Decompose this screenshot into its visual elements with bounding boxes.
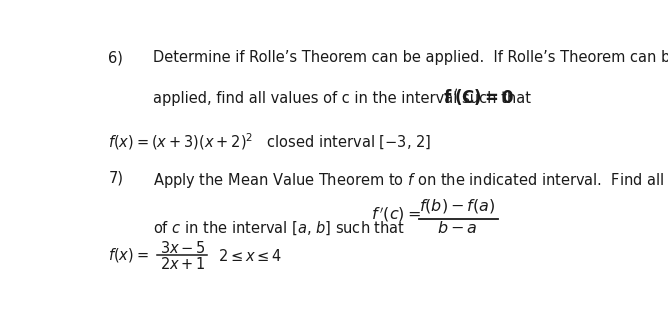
Text: $f\,'(c) =$: $f\,'(c) =$	[371, 204, 421, 224]
Text: $f(b) - f(a)$: $f(b) - f(a)$	[419, 197, 496, 215]
Text: applied, find all values of c in the interval such that: applied, find all values of c in the int…	[154, 91, 531, 106]
Text: $f(x) =$: $f(x) =$	[108, 246, 149, 264]
Text: Apply the Mean Value Theorem to $f$ on the indicated interval.  Find all values: Apply the Mean Value Theorem to $f$ on t…	[154, 171, 668, 190]
Text: $3x-5$: $3x-5$	[160, 240, 206, 256]
Text: of $c$ in the interval [$a$, $b$] such that: of $c$ in the interval [$a$, $b$] such t…	[154, 219, 405, 237]
Text: $b - a$: $b - a$	[437, 221, 478, 236]
Text: $2 \leq x \leq 4$: $2 \leq x \leq 4$	[218, 248, 283, 264]
Text: $2x+1$: $2x+1$	[160, 256, 206, 272]
Text: Determine if Rolle’s Theorem can be applied.  If Rolle’s Theorem can be: Determine if Rolle’s Theorem can be appl…	[154, 50, 668, 65]
Text: 7): 7)	[108, 171, 124, 185]
Text: 6): 6)	[108, 50, 123, 65]
Text: $f(x) = (x+3)(x+2)^2$   closed interval [$-$3, 2]: $f(x) = (x+3)(x+2)^2$ closed interval [$…	[108, 131, 432, 152]
Text: $\mathbf{f\,'\!(C)=0}$: $\mathbf{f\,'\!(C)=0}$	[444, 87, 515, 107]
